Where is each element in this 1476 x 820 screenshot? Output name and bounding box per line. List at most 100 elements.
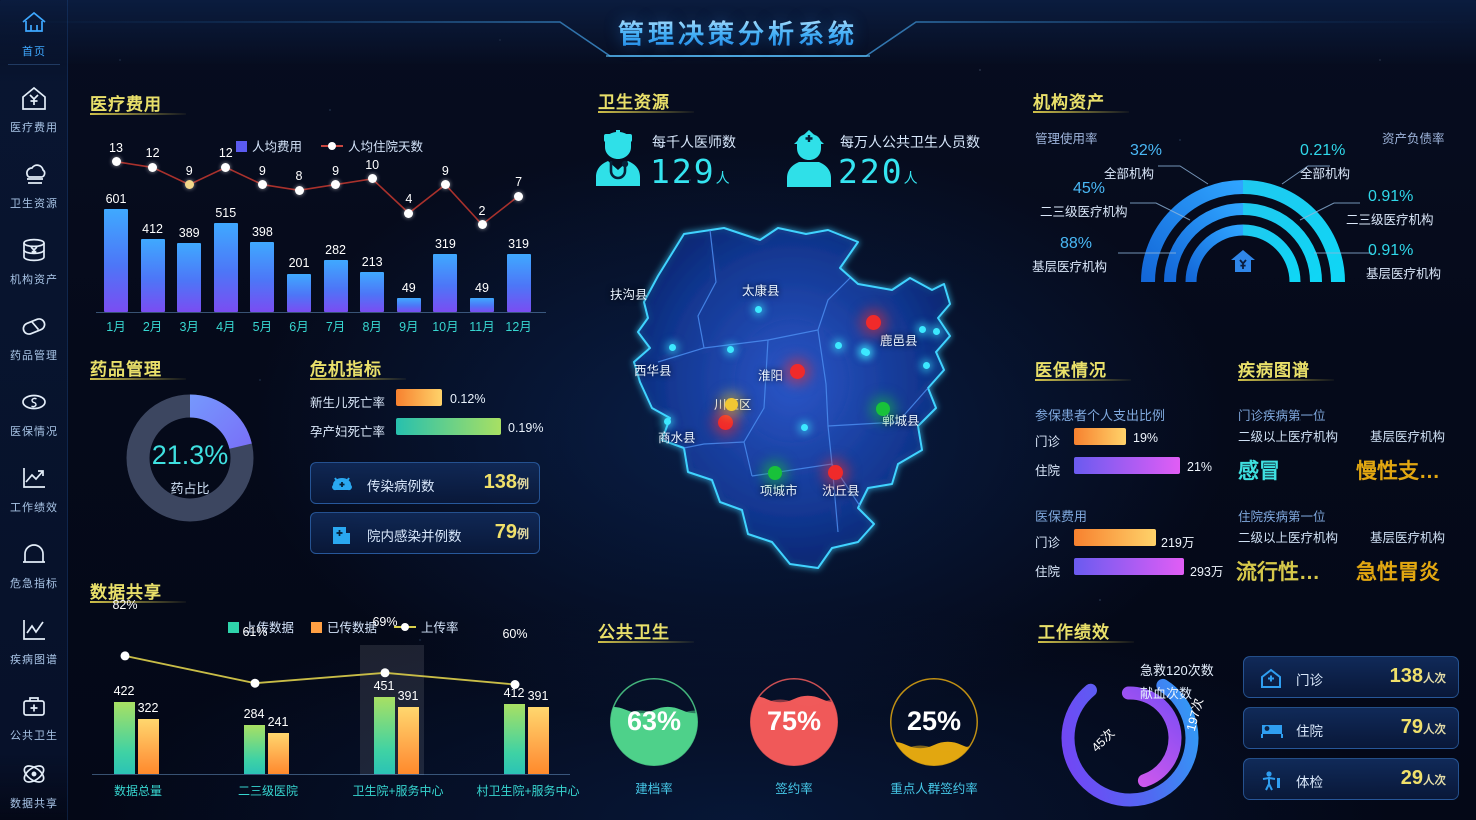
disease-org-inpatient-0: 二级以上医疗机构 [1238,531,1339,545]
fee-bar-label: 389 [178,226,200,241]
stat-card-label-inpatient: 住院 [1296,724,1323,739]
sidebar-label-disease: 疾病图谱 [10,654,58,666]
map-dot-8 [923,362,930,369]
share-bar-uploaded[interactable] [528,707,549,774]
sidebar-item-medical-cost[interactable]: 医疗费用 [0,82,68,144]
stat-card-outpatient[interactable]: 门诊 138人次 [1243,656,1459,698]
crisis-box-value-nosocomial: 79例 [494,521,529,543]
share-bar-label-upload: 422 [113,683,135,698]
bed-icon [1260,719,1284,745]
map-marker-dancheng[interactable] [876,402,890,416]
asset-right-label-0: 全部机构 [1300,167,1351,181]
medical-cost-title: 医疗费用 [90,90,186,115]
public-health-title: 公共卫生 [598,618,694,643]
sidebar-item-health-resource[interactable]: 卫生资源 [0,158,68,220]
fee-bar[interactable] [433,254,458,312]
share-bar-upload[interactable] [504,703,525,774]
legend-swatch-upload [228,622,239,633]
asset-right-label-2: 基层医疗机构 [1366,267,1442,281]
fee-bar[interactable] [104,208,128,312]
crisis-bar-maternal [396,418,501,435]
sidebar-label-home: 首页 [22,46,46,58]
public-health-gauge [888,676,980,768]
fee-bar[interactable] [213,222,238,312]
sidebar-item-institution-asset[interactable]: 机构资产 [0,234,68,296]
crisis-box-nosocomial[interactable]: 院内感染并例数 79例 [310,512,540,554]
share-bar-upload[interactable] [374,696,395,774]
share-bar-uploaded[interactable] [268,732,289,774]
map-label-taikang: 太康县 [742,284,780,298]
insurance-g2-value-1: 293万 [1190,565,1224,579]
region-map[interactable]: 扶沟县 太康县 西华县 淮阳 川汇区 商水县 鹿邑县 郸城县 项城市 沈丘县 [592,212,988,604]
stat-card-value-outpatient: 138人次 [1389,665,1446,687]
sidebar-item-data-share[interactable]: 数据共享 [0,758,68,820]
fee-bar-label: 49 [475,281,489,296]
asset-left-subtitle: 管理使用率 [1035,132,1098,146]
crisis-icon [0,540,68,572]
asset-left-label-0: 全部机构 [1104,167,1155,181]
kpi-name-doctors: 每千人医师数 [652,134,736,150]
fee-x-label: 12月 [505,320,532,334]
sidebar-label-crisis: 危急指标 [10,578,58,590]
insurance-group2-title: 医保费用 [1035,509,1088,524]
fee-bar[interactable] [323,260,348,312]
asset-right-value-2: 0.91% [1368,242,1414,259]
fee-bar[interactable] [360,271,385,312]
insurance-g1-bar-1 [1074,457,1180,474]
legend-label-uploaded: 已传数据 [326,621,377,635]
share-bar-upload[interactable] [244,725,265,774]
performance-title: 工作绩效 [1038,618,1134,643]
map-dot-2 [669,344,676,351]
fee-line-label: 8 [295,169,303,184]
share-x-label: 卫生院+服务中心 [352,784,444,798]
fee-bar-label: 282 [325,243,347,258]
map-marker-luyi[interactable] [866,315,881,330]
map-marker-shenqiu[interactable] [828,465,843,480]
map-marker-huaiyang[interactable] [790,364,805,379]
asset-right-label-1: 二三级医疗机构 [1346,213,1434,227]
legend-label-line: 人均住院天数 [347,140,423,154]
share-rate-label: 60% [502,626,528,641]
stat-card-checkup[interactable]: 体检 29人次 [1243,758,1459,800]
sidebar-item-performance[interactable]: 工作绩效 [0,462,68,524]
map-label-xihua: 西华县 [634,364,672,378]
asset-right-subtitle: 资产负债率 [1382,132,1445,146]
fee-bar[interactable] [470,298,494,312]
stat-card-inpatient[interactable]: 住院 79人次 [1243,707,1459,749]
share-bar-uploaded[interactable] [138,719,159,774]
public-health-gauge-value: 75% [766,706,822,736]
map-marker-shangshui[interactable] [718,415,733,430]
asset-leader-lines [1118,165,1372,254]
medical-kit-icon [0,692,68,724]
sidebar-item-crisis[interactable]: 危急指标 [0,538,68,600]
map-marker-xiangcheng[interactable] [768,466,782,480]
fee-bar[interactable] [506,254,531,312]
crisis-label-neonatal: 新生儿死亡率 [310,396,386,410]
fee-bar[interactable] [177,243,202,312]
map-dot-3 [727,346,734,353]
fee-bar[interactable] [250,241,275,312]
fee-bar[interactable] [287,273,311,312]
header-bar [0,0,1476,64]
sidebar-item-home[interactable]: 首页 [0,6,68,68]
map-marker-chuanhui[interactable] [725,398,738,411]
share-bar-upload[interactable] [114,701,135,774]
public-health-gauge-label: 重点人群签约率 [890,782,978,796]
share-rate-label: 69% [372,614,398,629]
sidebar-item-insurance[interactable]: 医保情况 [0,386,68,448]
fee-line-label: 12 [145,146,160,161]
sidebar-item-public-health[interactable]: 公共卫生 [0,690,68,752]
sidebar-item-disease[interactable]: 疾病图谱 [0,614,68,676]
performance-chart-icon [0,464,68,496]
asset-right-value-0: 0.21% [1300,142,1346,159]
disease-org-inpatient-1: 基层医疗机构 [1370,531,1446,545]
sidebar: 首页 医疗费用 卫生资源 机构资产 药品管理 医保情况 工作绩效 [0,0,68,820]
fee-bar[interactable] [396,298,421,312]
fee-bar[interactable] [140,239,165,312]
map-label-huaiyang: 淮阳 [758,369,784,383]
share-bar-uploaded[interactable] [398,707,419,774]
share-bar-label-upload: 412 [503,685,525,700]
crisis-box-infectious[interactable]: 传染病例数 138例 [310,462,540,504]
sidebar-item-drug[interactable]: 药品管理 [0,310,68,372]
map-dot-7 [933,328,940,335]
